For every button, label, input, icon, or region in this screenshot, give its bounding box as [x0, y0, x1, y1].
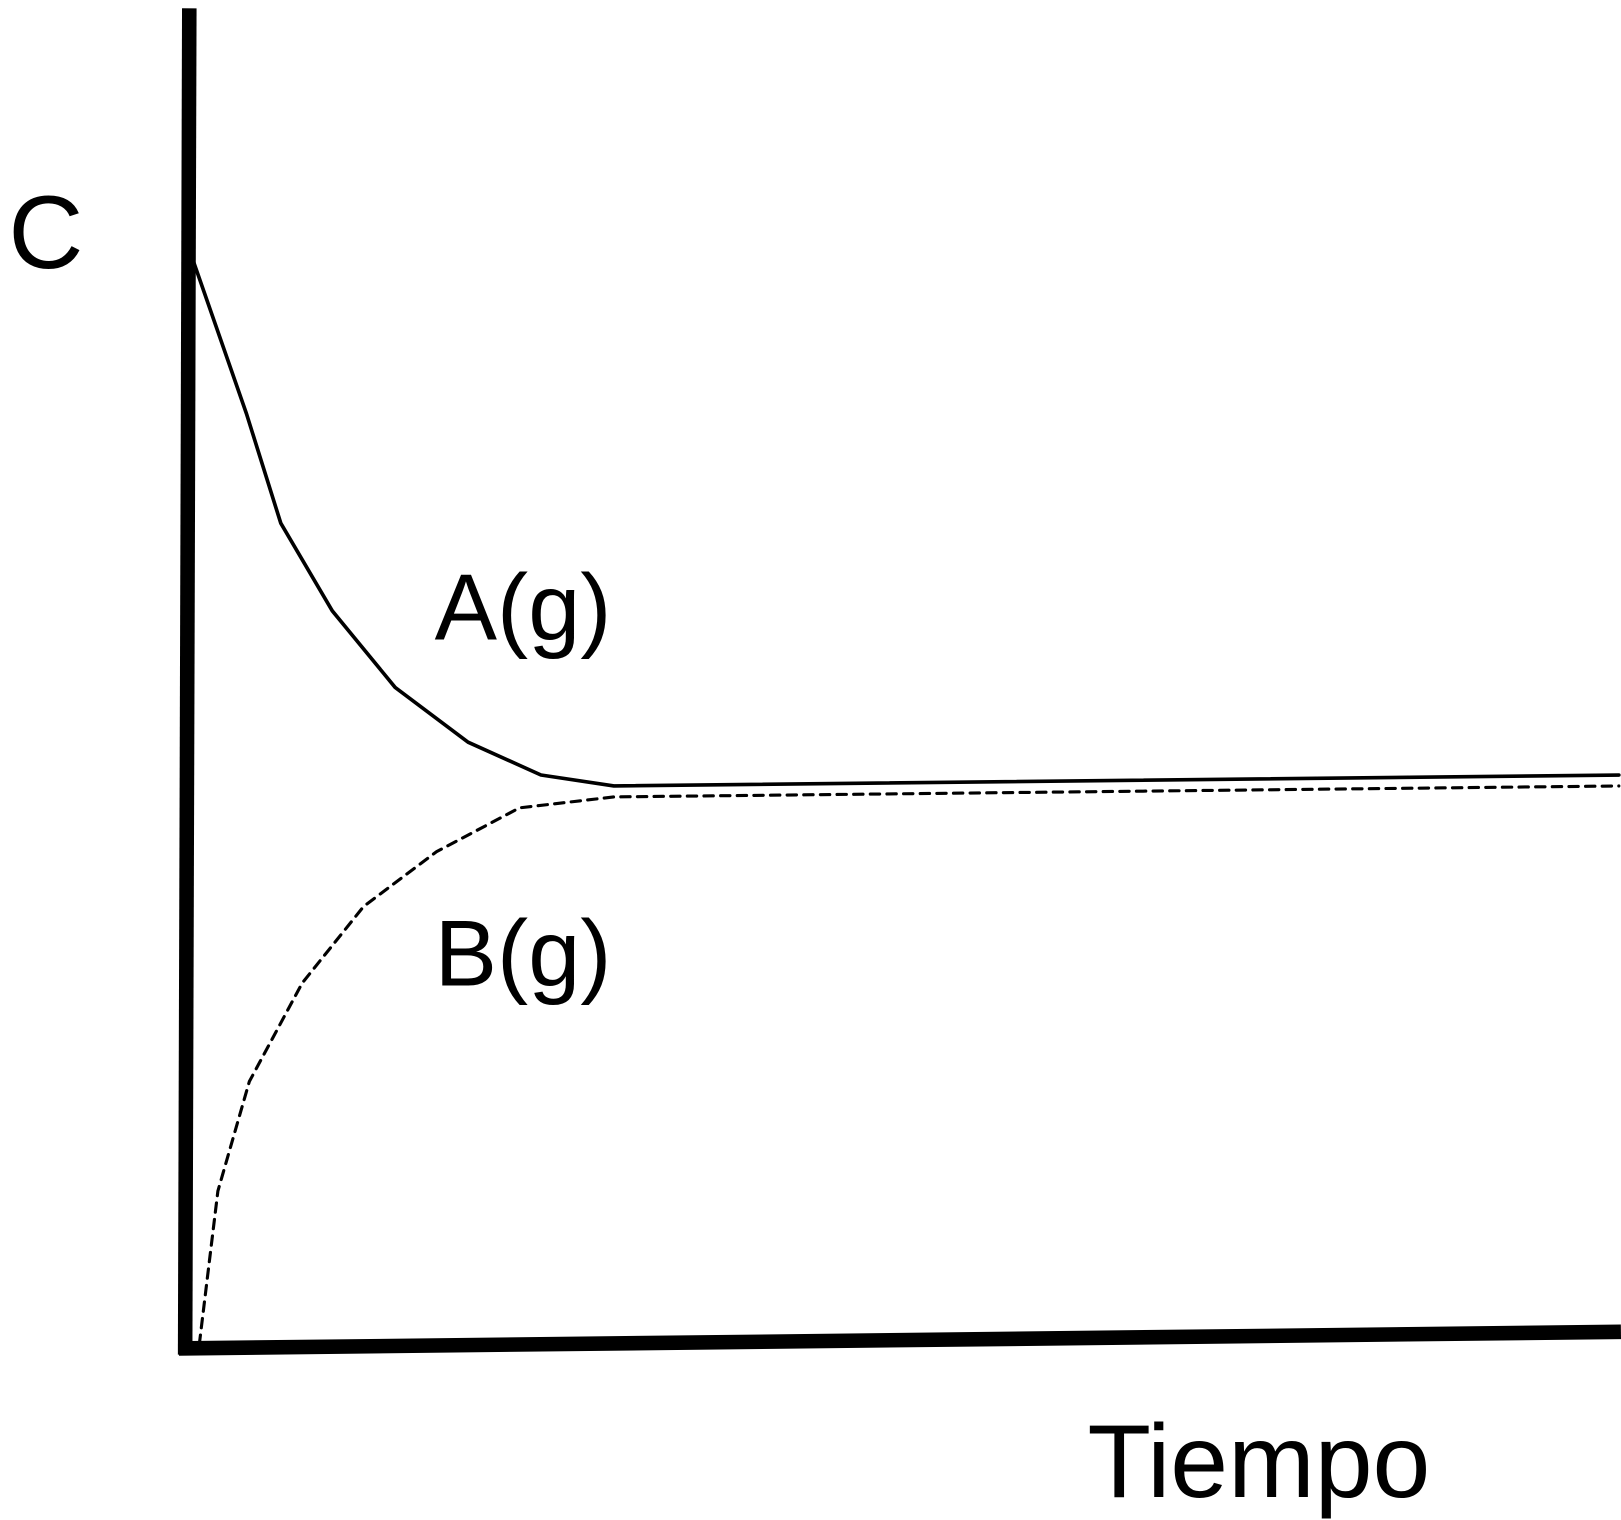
series-line	[197, 784, 1621, 1346]
series-label: A(g)	[435, 554, 612, 659]
y-axis	[177, 8, 197, 1355]
series-label: B(g)	[435, 901, 612, 1006]
x-axis	[178, 1324, 1621, 1356]
y-axis-label: C	[8, 175, 83, 291]
series-line	[187, 247, 1621, 788]
x-axis-label: Tiempo	[1088, 1404, 1431, 1520]
